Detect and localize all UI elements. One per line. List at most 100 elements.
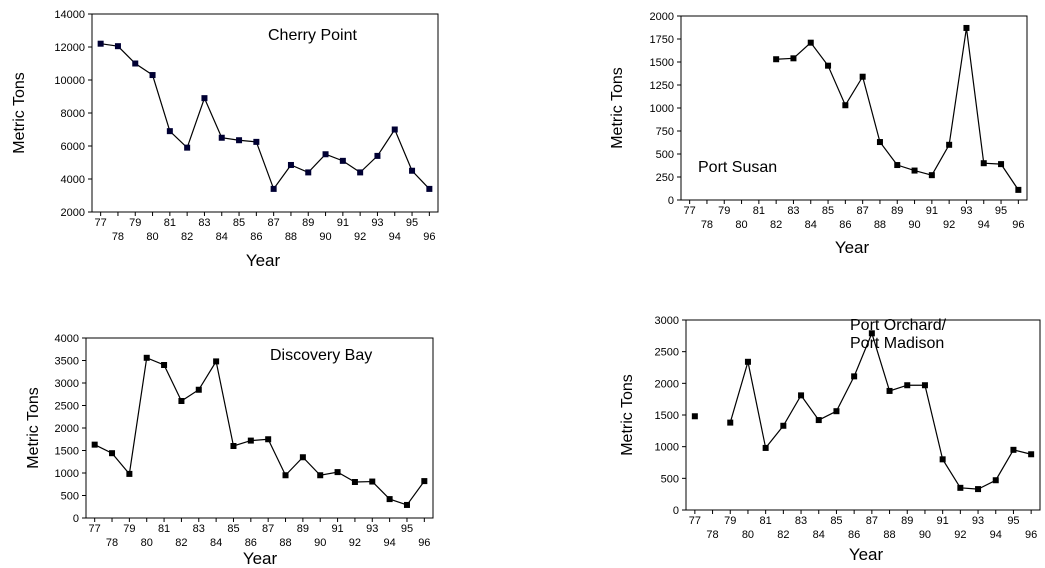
data-point: [409, 167, 416, 174]
data-point: [744, 358, 751, 365]
x-tick-label: 90: [314, 537, 326, 549]
y-tick-label: 0: [668, 195, 674, 207]
data-point: [946, 141, 953, 148]
panel-annotation: Cherry Point: [268, 27, 357, 44]
data-point: [780, 422, 787, 429]
x-tick-label: 78: [112, 231, 124, 243]
y-axis-label: Metric Tons: [619, 374, 636, 456]
x-tick-label: 88: [285, 231, 297, 243]
x-tick-label: 89: [891, 205, 903, 217]
data-point: [287, 161, 294, 168]
chart-panel-2: 0 250 500 750 1000 1250 1500 1750 2000 77 78 79 80 81…: [609, 11, 1028, 257]
x-tick-label: 80: [742, 529, 754, 541]
x-tick-label: 94: [990, 529, 1002, 541]
panel-annotation-line: Port Madison: [850, 335, 944, 352]
data-point: [939, 456, 946, 463]
data-point: [97, 40, 104, 47]
data-point: [921, 382, 928, 389]
x-tick-label: 77: [89, 523, 101, 535]
panel-annotation-line: Port Orchard/: [850, 317, 947, 334]
x-tick-label: 78: [706, 529, 718, 541]
x-tick-label: 87: [262, 523, 274, 535]
data-point: [980, 160, 987, 167]
x-tick-label: 93: [960, 205, 972, 217]
data-point: [282, 472, 289, 479]
panel-annotation-line: Cherry Point: [268, 27, 357, 44]
data-point: [391, 126, 398, 133]
data-point: [762, 444, 769, 451]
x-tick-label: 94: [389, 231, 401, 243]
data-point: [374, 152, 381, 159]
x-tick-label: 85: [822, 205, 834, 217]
x-tick-label: 93: [371, 217, 383, 229]
x-tick-label: 81: [753, 205, 765, 217]
y-tick-label: 4000: [61, 174, 85, 186]
x-tick-label: 80: [735, 219, 747, 231]
y-tick-label: 2500: [55, 401, 79, 413]
data-point: [213, 358, 220, 365]
y-tick-label: 10000: [54, 75, 85, 87]
x-axis-label: Year: [243, 549, 278, 568]
y-tick-label: 1250: [650, 80, 674, 92]
x-tick-label: 77: [689, 515, 701, 527]
y-tick-label: 1500: [650, 57, 674, 69]
x-tick-label: 96: [418, 537, 430, 549]
data-point: [911, 167, 918, 174]
data-point: [357, 169, 364, 176]
x-tick-label: 78: [106, 537, 118, 549]
x-tick-label: 87: [268, 217, 280, 229]
data-point: [351, 479, 358, 485]
data-point: [149, 72, 156, 79]
data-point: [798, 392, 805, 399]
x-tick-label: 79: [724, 515, 736, 527]
data-point: [218, 134, 225, 141]
x-tick-label: 82: [770, 219, 782, 231]
panel-annotation: Port Susan: [698, 159, 777, 176]
data-point: [773, 56, 780, 63]
y-tick-label: 4000: [55, 333, 79, 345]
x-tick-label: 79: [129, 217, 141, 229]
x-tick-label: 95: [995, 205, 1007, 217]
x-tick-label: 92: [954, 529, 966, 541]
data-point: [928, 172, 935, 179]
data-point: [421, 478, 428, 485]
data-point: [166, 128, 173, 135]
data-point: [1028, 451, 1035, 458]
y-tick-label: 14000: [54, 9, 85, 21]
y-tick-label: 1500: [55, 446, 79, 458]
data-point: [1015, 186, 1022, 193]
x-tick-label: 85: [227, 523, 239, 535]
x-tick-label: 96: [423, 231, 435, 243]
data-point: [109, 450, 116, 457]
panel-annotation-line: Discovery Bay: [270, 347, 372, 364]
x-tick-label: 92: [943, 219, 955, 231]
x-tick-label: 93: [366, 523, 378, 535]
data-point: [305, 169, 312, 176]
y-tick-label: 2000: [650, 11, 674, 23]
x-tick-label: 91: [937, 515, 949, 527]
y-tick-label: 2000: [61, 207, 85, 219]
y-tick-label: 2000: [55, 423, 79, 435]
data-point: [426, 185, 433, 192]
x-tick-label: 77: [684, 205, 696, 217]
x-tick-label: 82: [777, 529, 789, 541]
data-point: [727, 419, 734, 426]
y-tick-label: 500: [656, 149, 674, 161]
x-tick-label: 92: [354, 231, 366, 243]
x-tick-label: 90: [908, 219, 920, 231]
data-point: [886, 387, 893, 394]
x-tick-label: 89: [901, 515, 913, 527]
x-tick-label: 81: [164, 217, 176, 229]
data-point: [894, 162, 901, 169]
data-point: [299, 454, 306, 461]
x-tick-label: 96: [1012, 219, 1024, 231]
data-point: [851, 373, 858, 380]
data-point: [386, 496, 393, 503]
x-tick-label: 95: [406, 217, 418, 229]
x-tick-label: 85: [233, 217, 245, 229]
data-point: [975, 486, 982, 493]
x-tick-label: 88: [874, 219, 886, 231]
data-point: [201, 95, 208, 102]
x-tick-label: 82: [175, 537, 187, 549]
